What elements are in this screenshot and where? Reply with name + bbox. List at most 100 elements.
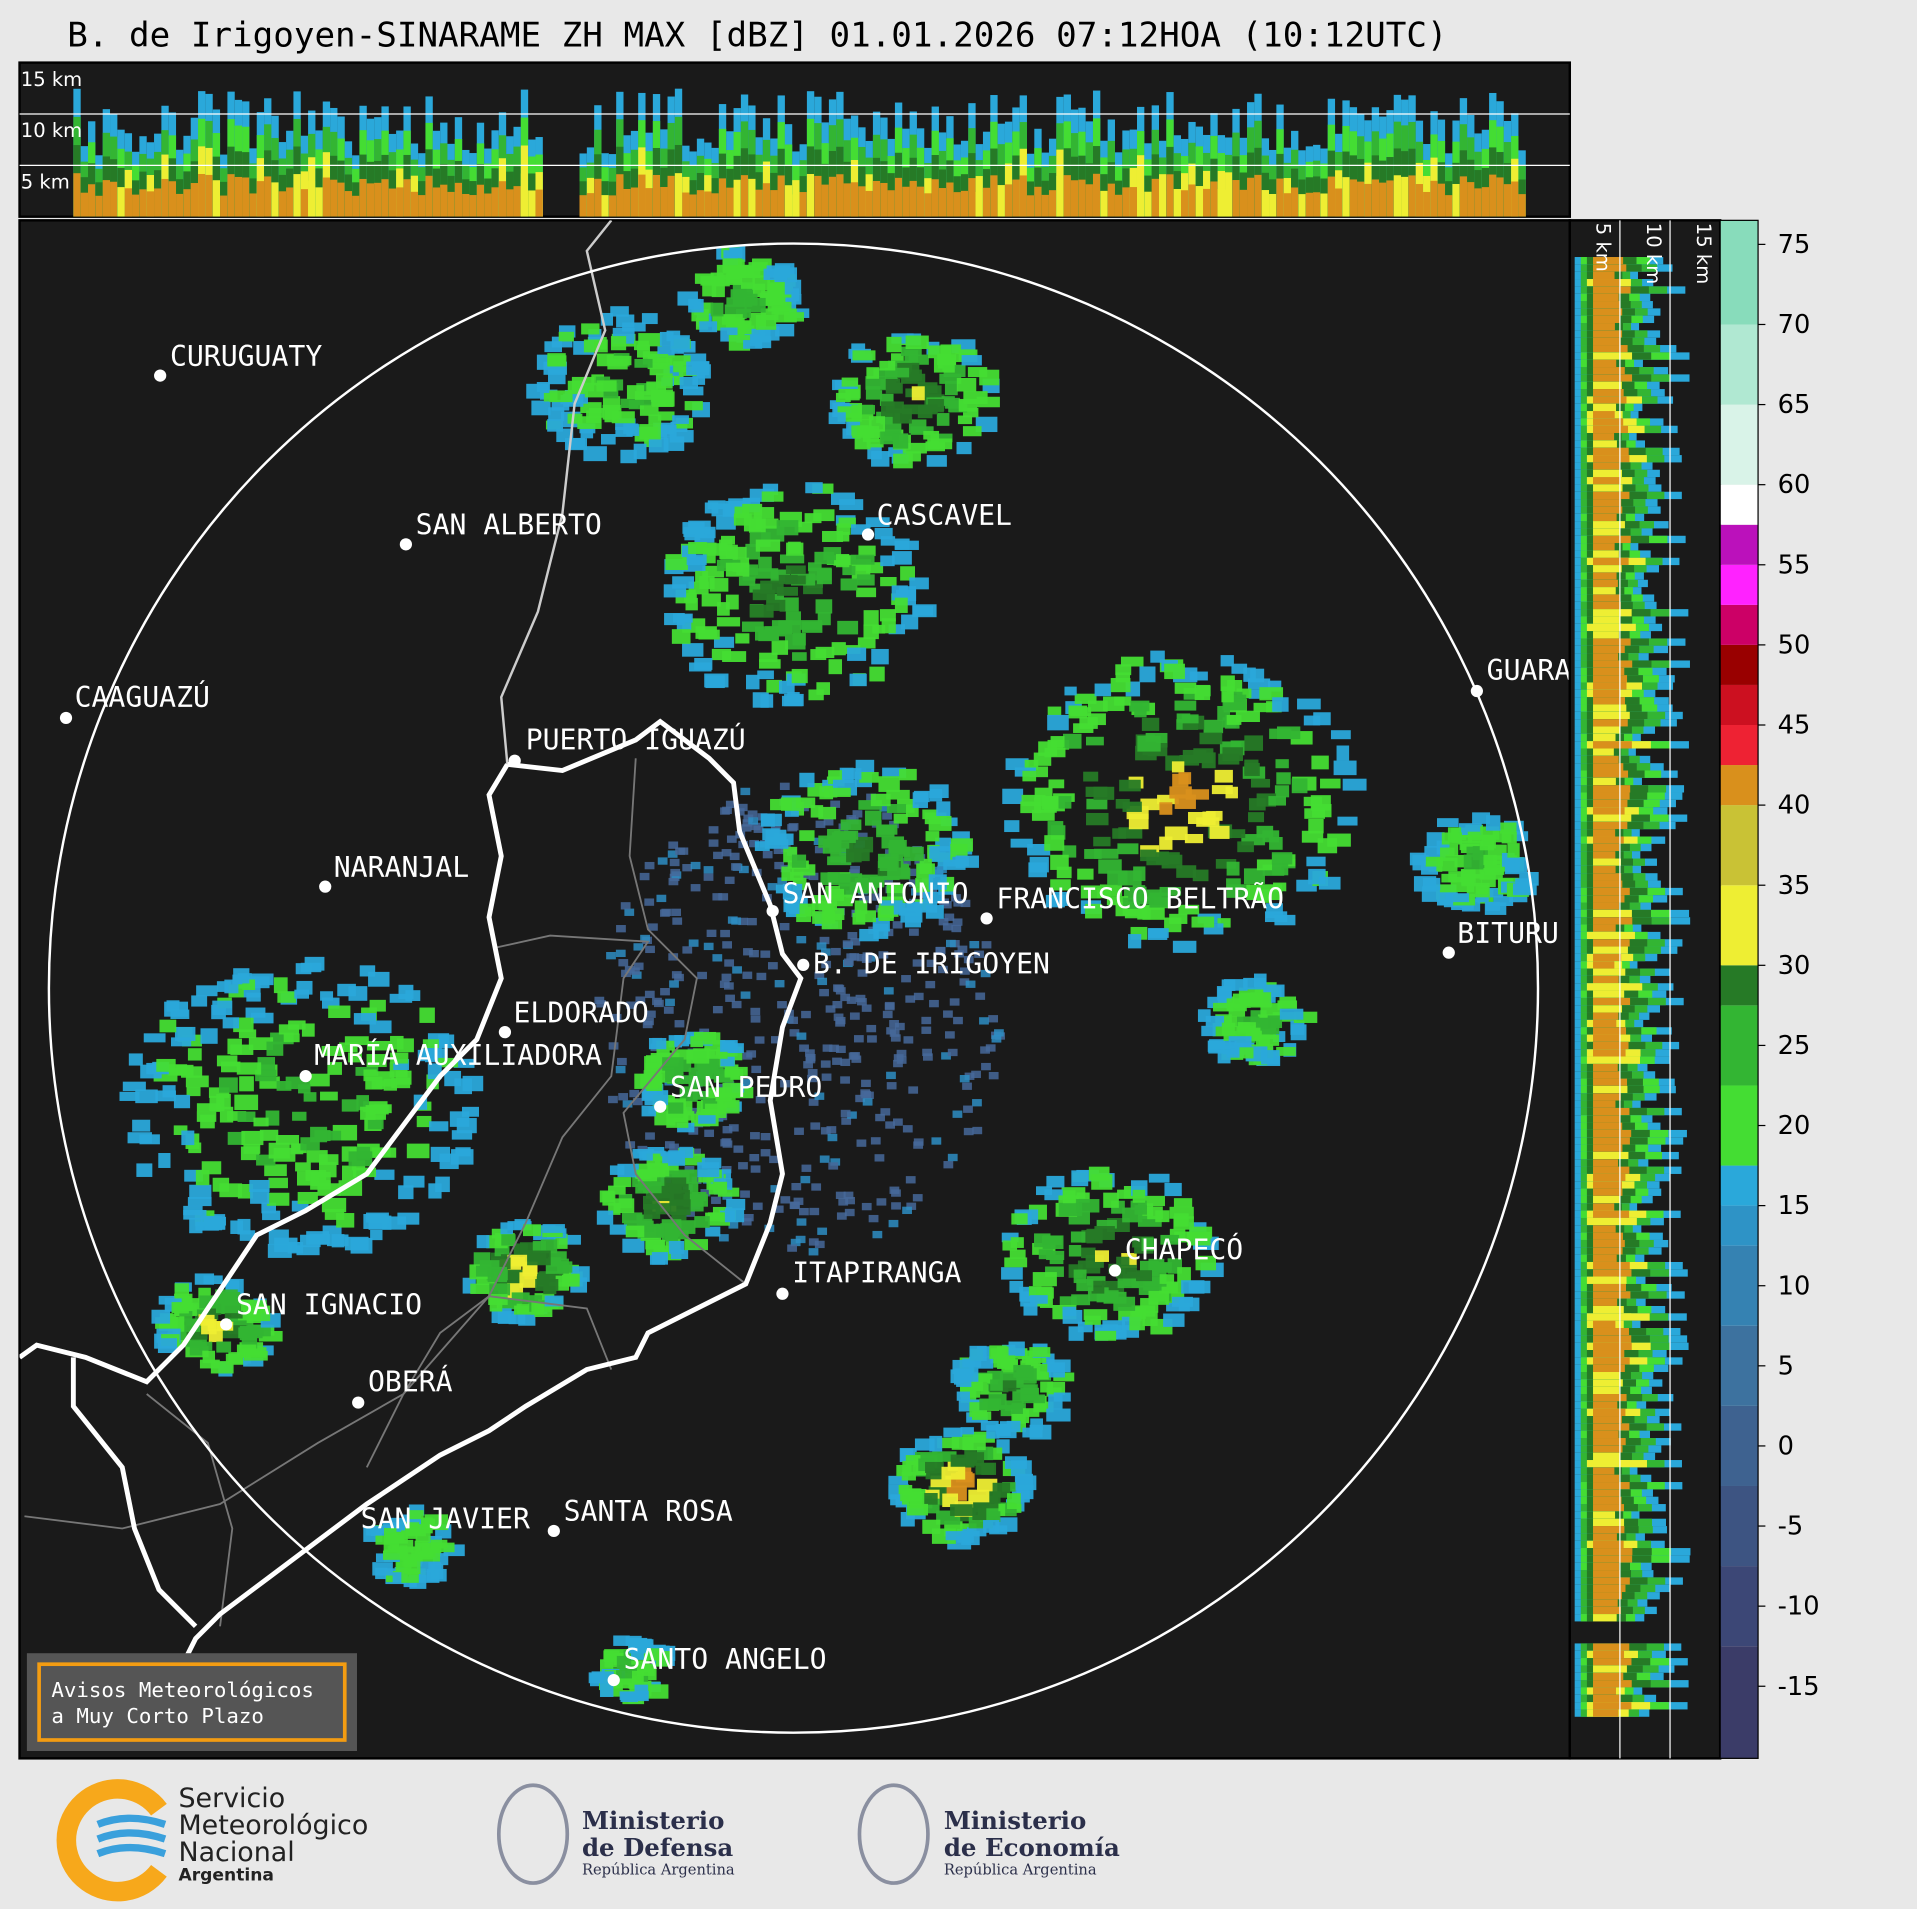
echo: [1122, 897, 1140, 909]
echo: [124, 188, 133, 217]
echo: [372, 1562, 393, 1576]
echo: [1467, 182, 1475, 217]
echo: [922, 1493, 938, 1505]
echo: [1026, 195, 1035, 217]
echo: [1107, 183, 1115, 217]
border: [365, 934, 650, 1468]
echo: [944, 913, 955, 921]
echo: [1036, 1186, 1053, 1196]
echo: [693, 1031, 717, 1041]
echo: [670, 1249, 689, 1260]
echo: [1320, 778, 1341, 789]
echo: [1593, 1364, 1625, 1373]
echo: [836, 174, 844, 217]
echo: [633, 443, 647, 460]
echo: [947, 1048, 958, 1057]
echo: [338, 1180, 363, 1196]
echo: [1593, 1533, 1617, 1541]
echo: [777, 877, 788, 885]
echo: [1593, 1357, 1630, 1365]
echo: [1593, 865, 1616, 874]
echo: [1409, 852, 1426, 866]
echo: [405, 990, 421, 1001]
echo: [985, 1044, 996, 1052]
echo: [374, 1104, 392, 1114]
echo: [666, 355, 691, 366]
echo: [1275, 759, 1289, 769]
echo: [785, 575, 806, 585]
echo: [880, 536, 896, 546]
city-label: BITURU: [1457, 917, 1559, 950]
echo: [776, 520, 799, 536]
echo: [880, 555, 895, 567]
echo: [243, 1357, 264, 1367]
echo: [766, 599, 786, 611]
echo: [110, 181, 118, 217]
echo: [1593, 1577, 1630, 1585]
echo: [780, 1196, 791, 1204]
echo: [218, 1077, 238, 1093]
echo: [828, 412, 846, 425]
echo: [822, 1044, 833, 1052]
echo: [817, 1227, 828, 1235]
echo: [374, 182, 382, 217]
echo: [328, 1005, 351, 1018]
echo: [547, 419, 564, 432]
echo: [1279, 996, 1297, 1009]
echo: [891, 551, 912, 565]
echo: [787, 1244, 797, 1252]
echo: [827, 1133, 838, 1142]
echo: [817, 612, 831, 626]
echo: [855, 1094, 866, 1103]
echo: [321, 997, 340, 1009]
echo: [1593, 1173, 1626, 1182]
echo: [837, 620, 859, 635]
echo: [962, 1434, 986, 1451]
logo-arc: [56, 1779, 167, 1902]
echo: [645, 188, 653, 217]
echo: [901, 373, 926, 384]
echo: [812, 483, 834, 494]
echo: [664, 1230, 689, 1240]
echo: [774, 861, 785, 870]
echo: [1474, 188, 1482, 217]
echo: [476, 184, 485, 217]
echo: [321, 1045, 345, 1056]
echo: [731, 917, 741, 925]
echo: [959, 978, 970, 986]
echo: [958, 349, 976, 361]
echo: [889, 839, 907, 854]
echo: [913, 992, 924, 1001]
echo: [1094, 848, 1119, 859]
echo: [891, 1202, 901, 1210]
echo: [1041, 194, 1049, 217]
echo: [1118, 827, 1143, 839]
logo-text: de Economía: [944, 1833, 1120, 1862]
echo: [861, 1202, 872, 1211]
echo: [769, 1155, 779, 1164]
colorbar-band: [1720, 1485, 1759, 1567]
echo: [324, 1208, 345, 1220]
city-dot: [319, 880, 332, 893]
echo: [1150, 650, 1165, 663]
echo: [814, 1240, 825, 1249]
echo: [713, 1181, 728, 1193]
echo: [668, 877, 679, 886]
echo: [664, 1177, 687, 1187]
echo: [906, 868, 917, 876]
echo: [511, 1257, 526, 1266]
echo: [1593, 1386, 1620, 1395]
echo: [212, 1000, 233, 1016]
echo: [716, 617, 741, 627]
echo: [1156, 1262, 1172, 1273]
echo: [470, 1283, 490, 1294]
echo: [1593, 1342, 1632, 1351]
echo: [843, 1191, 854, 1199]
city-label: FRANCISCO BELTRÃO: [996, 883, 1284, 916]
echo: [225, 1353, 248, 1365]
echo: [808, 567, 832, 581]
echo: [1593, 909, 1632, 918]
echo: [1155, 1210, 1170, 1223]
echo: [774, 281, 793, 292]
echo: [754, 1036, 765, 1044]
